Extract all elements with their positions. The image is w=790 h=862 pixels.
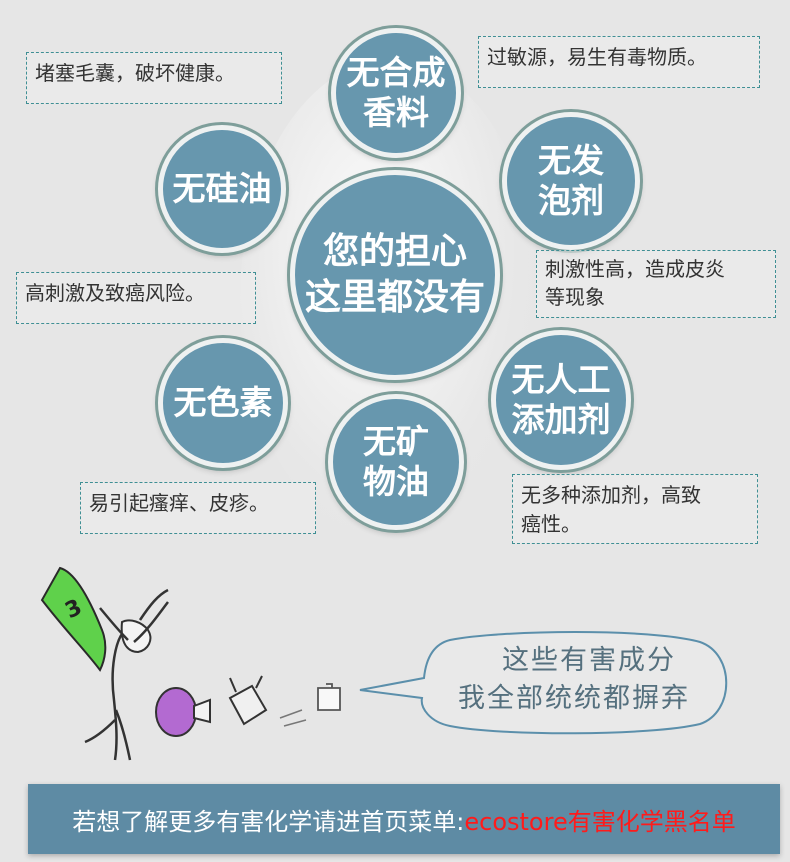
center-circle: 您的担心 这里都没有 [290, 170, 500, 380]
knocked-bottle [317, 683, 341, 711]
box-creature [228, 684, 268, 726]
circle-no-mineral-oil: 无矿 物油 [328, 394, 464, 530]
box-creature-arms [229, 675, 263, 693]
speech-bubble [359, 631, 728, 735]
figure-body [111, 629, 126, 761]
banner-prefix-text: 若想了解更多有害化学请进首页菜单: [72, 807, 465, 836]
figure-arm-left [99, 607, 129, 641]
note-no-foaming-agent: 刺激性高，造成皮炎 等现象 [536, 250, 776, 318]
note-no-mineral-oil: 易引起瘙痒、皮疹。 [80, 482, 316, 534]
circle-no-foaming-agent: 无发 泡剂 [502, 112, 640, 250]
note-line: 过敏源，易生有毒物质。 [487, 45, 707, 69]
note-line: 刺激性高，造成皮炎 [545, 257, 725, 281]
note-no-artificial-additive: 无多种添加剂，高致 癌性。 [512, 474, 758, 544]
circle-label-line: 添加剂 [511, 400, 611, 439]
superhero-doodle-illustration: 3 [40, 566, 341, 761]
note-line: 癌性。 [521, 512, 581, 536]
bubble-line-2: 我全部统统都摒弃 [458, 683, 690, 714]
speech-bubble-outline [359, 631, 728, 735]
circle-no-silicone-oil: 无硅油 [158, 125, 286, 253]
figure-arm-right [133, 588, 169, 643]
circle-label-line: 泡剂 [538, 181, 604, 220]
bottom-banner: 若想了解更多有害化学请进首页菜单: ecostore有害化学黑名单 [28, 784, 780, 854]
note-no-synthetic-fragrance: 过敏源，易生有毒物质。 [478, 36, 760, 88]
figure-leg-left [84, 719, 116, 744]
note-line: 易引起瘙痒、皮疹。 [89, 491, 269, 515]
cape-shape [40, 566, 107, 672]
center-line-2: 这里都没有 [304, 277, 485, 318]
note-line: 无多种添加剂，高致 [521, 483, 701, 507]
circle-label-line: 无人工 [511, 360, 611, 399]
center-line-1: 您的担心 [322, 231, 467, 272]
circle-label-line: 无硅油 [172, 169, 272, 208]
figure-head [120, 619, 152, 654]
speech-bubble-text: 这些有害成分 我全部统统都摒弃 [440, 642, 730, 718]
circle-no-artificial-additive: 无人工 添加剂 [491, 330, 631, 470]
figure-leg-right [114, 709, 132, 761]
circle-label-line: 无矿 [363, 422, 429, 461]
note-line: 堵塞毛囊，破坏健康。 [35, 61, 235, 85]
circle-label-line: 香料 [363, 93, 429, 132]
banner-blacklist-link[interactable]: ecostore有害化学黑名单 [464, 807, 736, 836]
note-no-pigment: 高刺激及致癌风险。 [16, 272, 256, 324]
circle-label-line: 无发 [538, 141, 604, 180]
circle-no-synthetic-fragrance: 无合成 香料 [331, 28, 461, 158]
purple-ingredient-tail [193, 698, 211, 724]
circle-label-line: 物油 [363, 462, 429, 501]
circle-label-line: 无合成 [346, 53, 446, 92]
note-line: 等现象 [545, 285, 605, 309]
note-no-silicone-oil: 堵塞毛囊，破坏健康。 [26, 52, 282, 104]
purple-ingredient-blob [155, 687, 197, 737]
note-line: 高刺激及致癌风险。 [25, 281, 205, 305]
circle-no-pigment: 无色素 [158, 338, 288, 468]
motion-lines [279, 709, 307, 727]
circle-label-line: 无色素 [173, 383, 273, 422]
bubble-line-1: 这些有害成分 [502, 645, 676, 676]
